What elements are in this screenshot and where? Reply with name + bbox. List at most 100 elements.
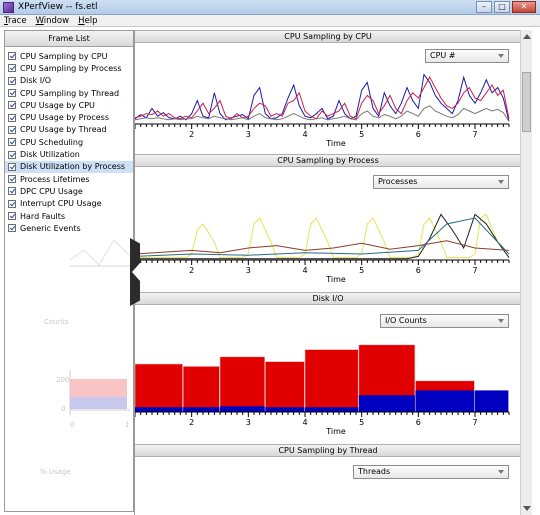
checkbox[interactable] <box>8 64 16 73</box>
checkbox[interactable] <box>8 224 16 233</box>
ghost-axis-1: 1 <box>125 421 129 429</box>
frame-list-item[interactable]: Disk Utilization by Process <box>5 160 133 173</box>
minimize-button[interactable]: – <box>476 1 492 13</box>
io-counts-dropdown[interactable]: I/O Counts <box>380 314 509 328</box>
x-tick-label: 3 <box>246 266 251 275</box>
scroll-up-icon[interactable] <box>523 34 531 39</box>
series-line-2 <box>135 105 510 122</box>
frame-list-item-label: Process Lifetimes <box>20 174 90 184</box>
maximize-button[interactable]: □ <box>494 1 510 13</box>
frame-list-item-label: DPC CPU Usage <box>20 186 83 196</box>
series-line-3 <box>135 217 510 257</box>
menu-window[interactable]: Window <box>36 16 70 26</box>
frame-list-item[interactable]: CPU Usage by Process <box>5 111 133 123</box>
x-axis-label: Time <box>325 139 346 148</box>
title-bar: XPerfView -- fs.etl – □ ✕ <box>0 0 540 15</box>
frame-list-item-label: CPU Sampling by Process <box>20 63 122 73</box>
menu-trace[interactable]: Trace <box>4 16 27 26</box>
menu-help-label: elp <box>84 15 98 26</box>
frame-list-item-label: Disk Utilization by Process <box>20 162 126 172</box>
checkbox[interactable] <box>8 76 16 85</box>
frame-list-item[interactable]: Process Lifetimes <box>5 173 133 185</box>
frame-list-item[interactable]: Interrupt CPU Usage <box>5 198 133 210</box>
x-tick-label: 7 <box>472 266 477 275</box>
frame-list-item[interactable]: Generic Events <box>5 222 133 234</box>
io-bar-blue <box>305 407 359 412</box>
panel-header-cpu-sampling-by-thread: CPU Sampling by Thread <box>135 444 521 457</box>
frame-list-item-label: Hard Faults <box>20 211 66 221</box>
frame-list-item-label: Generic Events <box>20 223 81 233</box>
x-axis-label: Time <box>325 275 346 284</box>
io-bar-red <box>265 361 305 413</box>
collapse-arrow-icon[interactable] <box>132 263 140 281</box>
checkbox[interactable] <box>8 138 16 147</box>
menu-help[interactable]: Help <box>78 16 97 26</box>
menu-bar: Trace Window Help <box>0 15 540 27</box>
menu-window-label: indow <box>43 15 70 26</box>
cpu-sampling-by-process-chart[interactable]: 2 3 4 5 6 7 Time <box>135 194 521 290</box>
frame-list-panel: Frame List CPU Sampling by CPU CPU Sampli… <box>4 30 134 512</box>
frame-list-item-label: Interrupt CPU Usage <box>20 199 102 209</box>
window-title: XPerfView -- fs.etl <box>18 2 98 12</box>
checkbox[interactable] <box>8 162 16 171</box>
frame-list-item[interactable]: Disk I/O <box>5 75 133 87</box>
io-bar-blue <box>358 395 415 412</box>
panel-header-cpu-sampling-by-cpu: CPU Sampling by CPU <box>135 30 521 43</box>
chevron-down-icon <box>498 319 504 323</box>
x-tick-label: 2 <box>189 418 194 427</box>
x-tick-label: 5 <box>359 130 364 139</box>
frame-list-item[interactable]: CPU Scheduling <box>5 136 133 148</box>
checkbox[interactable] <box>8 89 16 98</box>
frame-list-item[interactable]: CPU Usage by Thread <box>5 124 133 136</box>
frame-list-item[interactable]: Disk Utilization <box>5 148 133 160</box>
threads-value: Threads <box>358 467 391 476</box>
io-bar-red <box>219 356 266 413</box>
checkbox[interactable] <box>8 199 16 208</box>
frame-list-item-label: CPU Usage by CPU <box>20 100 95 110</box>
frame-list-item[interactable]: CPU Usage by CPU <box>5 99 133 111</box>
cpu-select-dropdown[interactable]: CPU # <box>425 49 509 63</box>
io-bar-blue <box>415 390 475 412</box>
menu-trace-mnemonic: T <box>4 15 8 26</box>
processes-value: Processes <box>378 177 418 186</box>
scroll-thumb[interactable] <box>522 72 531 132</box>
chevron-down-icon <box>498 180 504 184</box>
cpu-sampling-by-cpu-chart[interactable]: 2 3 4 5 6 7 Time <box>135 66 521 152</box>
checkbox[interactable] <box>8 113 16 122</box>
checkbox[interactable] <box>8 52 16 61</box>
x-tick-label: 7 <box>472 418 477 427</box>
frame-list-item[interactable]: DPC CPU Usage <box>5 185 133 197</box>
chevron-down-icon <box>498 54 504 58</box>
frame-list-item-label: Disk I/O <box>20 76 52 86</box>
x-tick-label: 5 <box>359 266 364 275</box>
frame-list-item-label: CPU Usage by Process <box>20 113 109 123</box>
x-tick-label: 4 <box>302 266 307 275</box>
io-bar-blue <box>220 406 265 412</box>
frame-list: CPU Sampling by CPU CPU Sampling by Proce… <box>5 47 133 235</box>
series-line-1 <box>135 213 510 260</box>
processes-dropdown[interactable]: Processes <box>373 175 509 189</box>
close-button[interactable]: ✕ <box>512 1 536 13</box>
checkbox[interactable] <box>8 150 16 159</box>
graph-area: CPU Sampling by CPU CPU # 2 3 4 5 6 7 Time CPU… <box>134 30 521 515</box>
x-tick-label: 3 <box>246 418 251 427</box>
checkbox[interactable] <box>8 101 16 110</box>
checkbox[interactable] <box>8 175 16 184</box>
x-tick-label: 3 <box>246 130 251 139</box>
series-line-0 <box>135 213 510 259</box>
x-tick-label: 7 <box>472 130 477 139</box>
ghost-tick-0: 0 <box>61 405 65 413</box>
frame-list-item[interactable]: CPU Sampling by CPU <box>5 50 133 62</box>
frame-list-item[interactable]: CPU Sampling by Thread <box>5 87 133 99</box>
checkbox[interactable] <box>8 125 16 134</box>
frame-list-item[interactable]: Hard Faults <box>5 210 133 222</box>
vertical-scrollbar[interactable] <box>520 30 532 515</box>
frame-list-item-label: CPU Sampling by Thread <box>20 88 120 98</box>
disk-io-chart[interactable]: 2 3 4 5 6 7 Time <box>135 332 521 442</box>
checkbox[interactable] <box>8 187 16 196</box>
checkbox[interactable] <box>8 212 16 220</box>
threads-dropdown[interactable]: Threads <box>353 465 509 479</box>
window-controls: – □ ✕ <box>476 1 536 13</box>
frame-list-item[interactable]: CPU Sampling by Process <box>5 62 133 74</box>
scroll-down-icon[interactable] <box>523 506 531 511</box>
